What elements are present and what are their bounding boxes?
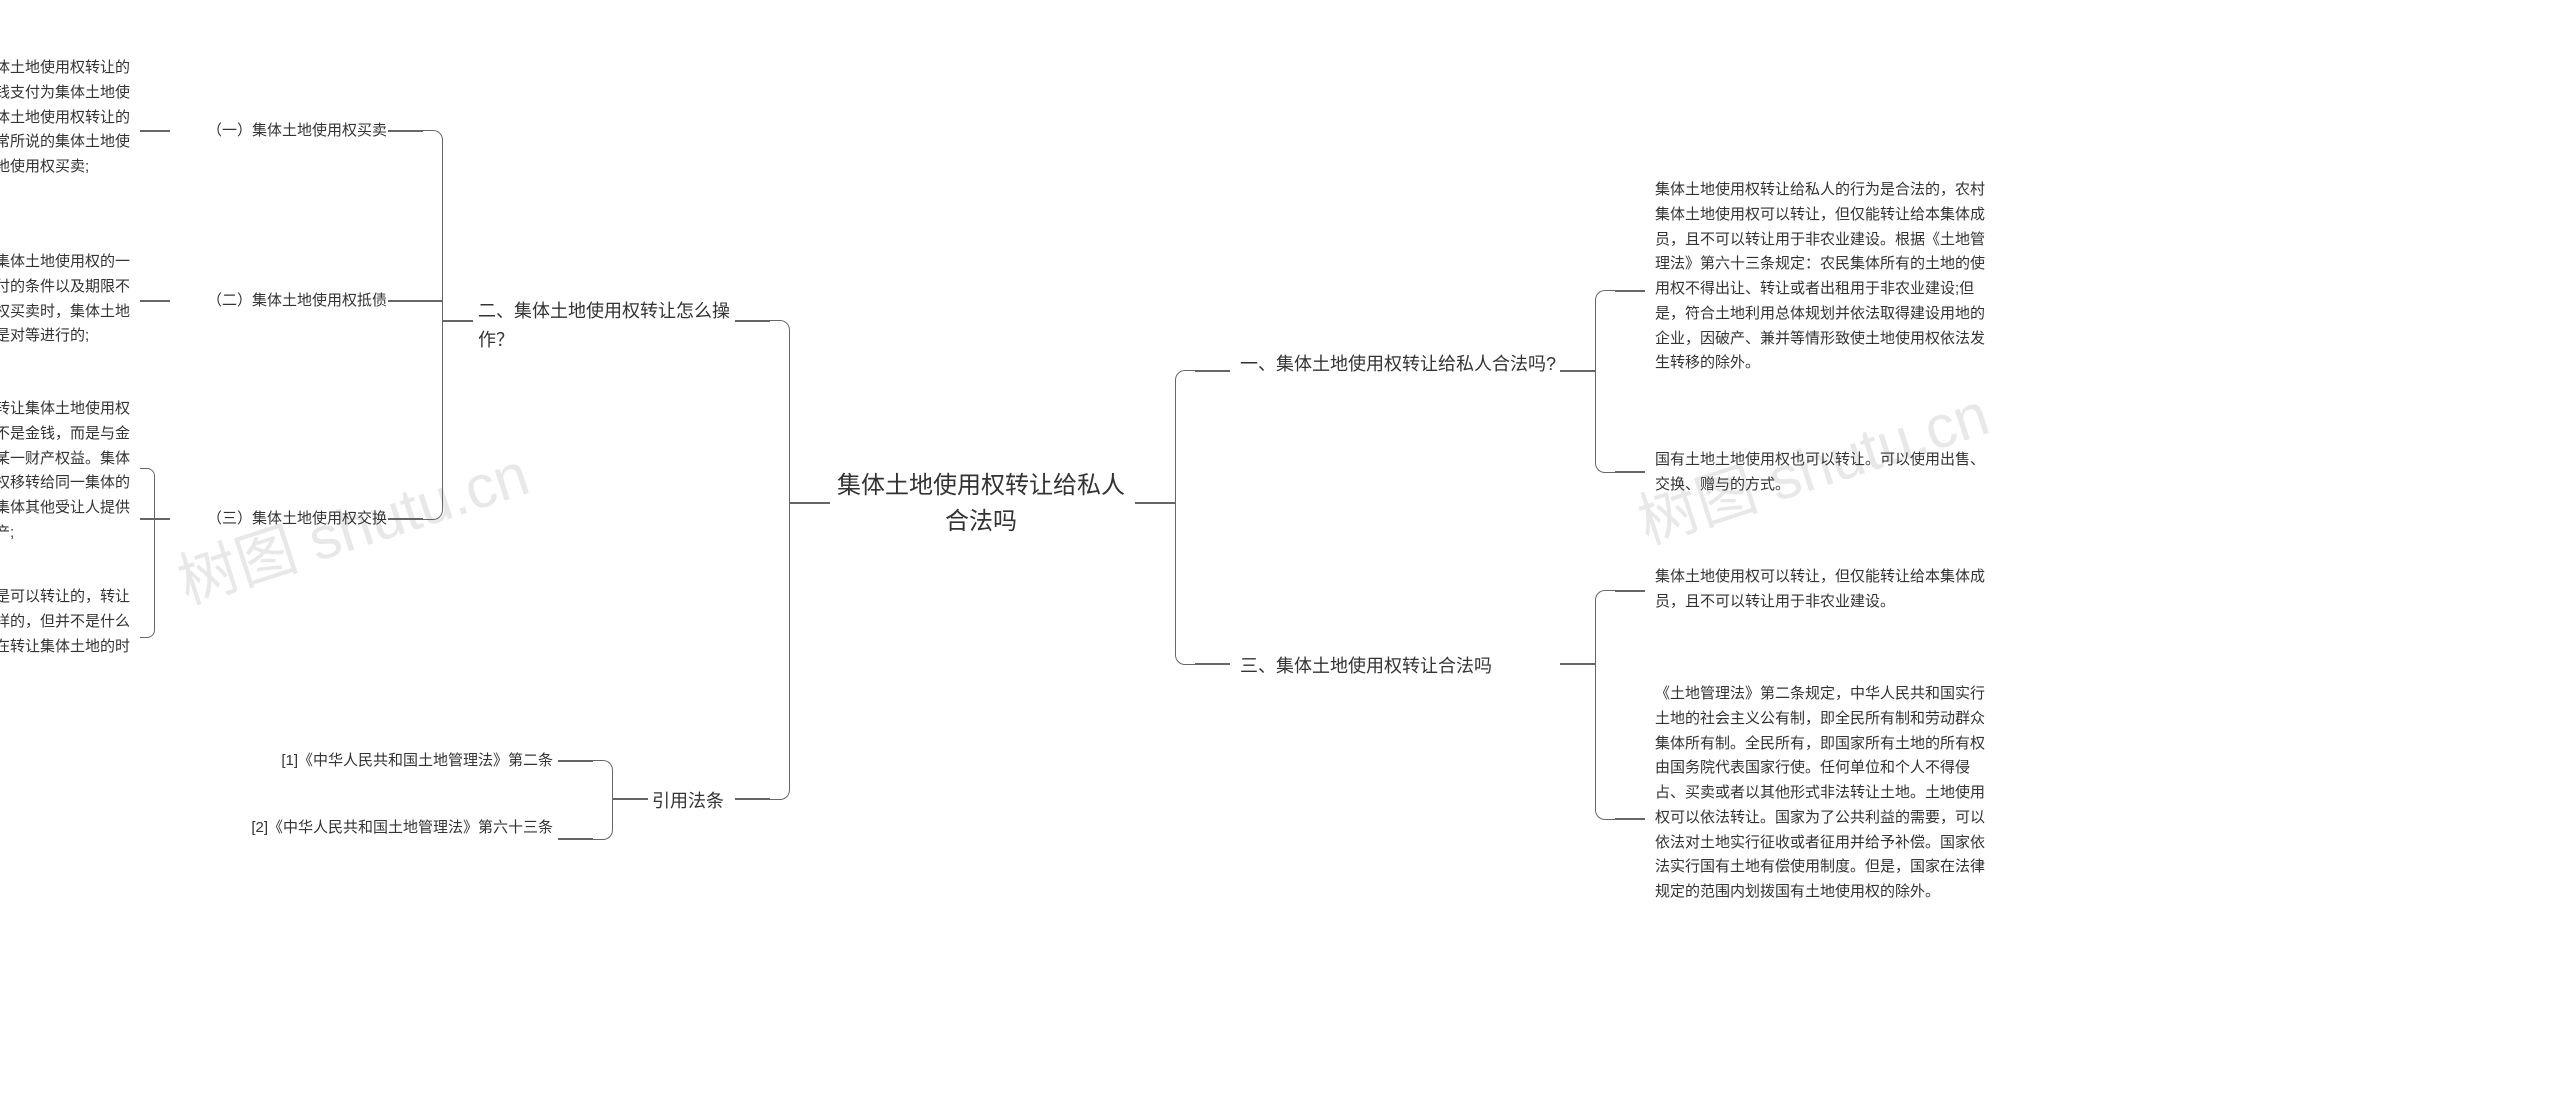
left-branch-1: 二、集体土地使用权转让怎么操作？ xyxy=(478,297,733,355)
connector xyxy=(1135,502,1175,504)
bracket xyxy=(593,760,613,840)
connector xyxy=(1560,663,1595,665)
connector xyxy=(1195,370,1230,372)
connector xyxy=(1560,370,1595,372)
right-branch-1-leaf-2: 国有土地土地使用权也可以转让。可以使用出售、交换、赠与的方式。 xyxy=(1655,448,1985,498)
left-sub-3-detail-2: 总而言之，集体土地使用权是可以转让的，转让集体土地的方式也是多种多样的，但并不是… xyxy=(0,585,135,684)
left-sub-3-label: （三）集体土地使用权交换 xyxy=(172,507,387,532)
left-sub-1-label: （一）集体土地使用权买卖 xyxy=(172,119,387,144)
left-sub-3-detail-1: 以集体土地使用权交换方式转让集体土地使用权的，集体土地使用权的对价不是金钱，而是… xyxy=(0,397,135,546)
connector xyxy=(735,798,770,800)
connector xyxy=(1615,290,1645,292)
connector xyxy=(1195,663,1230,665)
connector xyxy=(140,300,170,302)
left-branch-2-leaf-1: [1]《中华人民共和国土地管理法》第二条 xyxy=(248,749,553,774)
connector xyxy=(613,798,648,800)
bracket xyxy=(140,468,155,638)
right-branch-2: 三、集体土地使用权转让合法吗 xyxy=(1240,652,1560,681)
left-sub-2-label: （二）集体土地使用权抵债 xyxy=(172,289,387,314)
connector xyxy=(1615,818,1645,820)
connector xyxy=(1615,590,1645,592)
left-sub-2-detail: 集体土地使用权抵债是买卖集体土地使用权的一种特殊形式，只不过金钱支付的条件以及期… xyxy=(0,250,135,349)
right-branch-2-leaf-2: 《土地管理法》第二条规定，中华人民共和国实行土地的社会主义公有制，即全民所有制和… xyxy=(1655,682,1985,905)
left-branch-2: 引用法条 xyxy=(652,787,732,816)
right-branch-2-leaf-1: 集体土地使用权可以转让，但仅能转让给本集体成员，且不可以转让用于非农业建设。 xyxy=(1655,565,1985,615)
connector xyxy=(388,130,423,132)
bracket xyxy=(1595,290,1615,473)
bracket xyxy=(423,130,443,520)
connector xyxy=(140,130,170,132)
center-title: 集体土地使用权转让给私人合法吗 xyxy=(831,468,1131,540)
connector xyxy=(1615,471,1645,473)
bracket xyxy=(770,320,790,800)
left-branch-2-leaf-2: [2]《中华人民共和国土地管理法》第六十三条 xyxy=(248,816,553,841)
connector xyxy=(388,518,423,520)
connector xyxy=(443,320,473,322)
connector xyxy=(735,320,770,322)
left-sub-1-detail: 集体土地使用权买卖作为集体土地使用权转让的最广泛的方式，买卖是以金钱支付为集体土… xyxy=(0,56,135,180)
right-branch-1: 一、集体土地使用权转让给私人合法吗? xyxy=(1240,350,1560,379)
connector xyxy=(388,300,443,302)
bracket xyxy=(1595,590,1615,820)
bracket xyxy=(1175,370,1195,665)
connector xyxy=(558,838,593,840)
connector xyxy=(790,502,830,504)
right-branch-1-leaf-1: 集体土地使用权转让给私人的行为是合法的，农村集体土地使用权可以转让，但仅能转让给… xyxy=(1655,178,1985,376)
connector xyxy=(558,760,593,762)
